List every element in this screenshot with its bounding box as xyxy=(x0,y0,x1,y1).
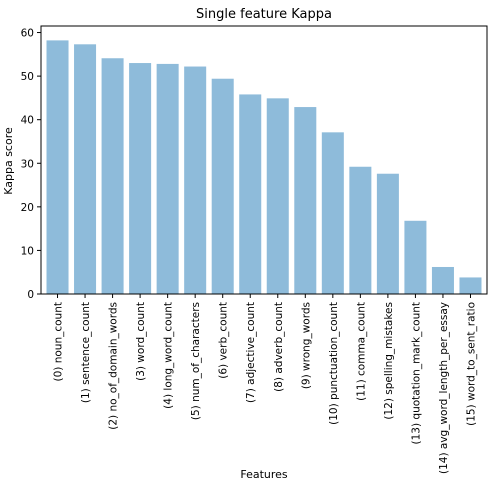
y-axis-label: Kappa score xyxy=(2,127,15,195)
bar-9 xyxy=(294,107,317,294)
x-tick-label-12: (12) spelling_mistakes xyxy=(383,302,395,420)
x-tick-label-2: (2) no_of_domain_words xyxy=(108,302,120,430)
bar-1 xyxy=(74,44,97,294)
y-tick-label-5: 50 xyxy=(21,71,34,83)
x-tick-label-3: (3) word_count xyxy=(135,302,147,381)
y-axis-ticks: 0 10 20 30 40 50 60 xyxy=(21,28,41,301)
bar-0 xyxy=(46,40,69,294)
bars-group xyxy=(46,40,482,294)
plot-frame xyxy=(40,25,488,295)
x-tick-label-8: (8) adverb_count xyxy=(273,302,285,392)
x-tick-label-13: (13) quotation_mark_count xyxy=(410,302,422,444)
x-tick-label-6: (6) verb_count xyxy=(218,302,230,379)
bar-5 xyxy=(184,66,207,294)
bar-14 xyxy=(431,266,454,294)
x-tick-label-15: (15) word_to_sent_ratio xyxy=(465,302,477,426)
y-tick-label-2: 20 xyxy=(21,202,34,214)
bar-6 xyxy=(211,78,234,294)
bar-4 xyxy=(156,63,179,294)
bar-11 xyxy=(349,166,372,294)
y-tick-label-6: 60 xyxy=(21,28,34,40)
bar-8 xyxy=(266,98,289,294)
x-tick-label-9: (9) wrong_words xyxy=(300,302,312,389)
bar-10 xyxy=(321,132,344,294)
bar-3 xyxy=(129,63,152,294)
x-tick-label-10: (10) punctuation_count xyxy=(328,302,340,425)
bar-7 xyxy=(239,94,262,294)
bar-2 xyxy=(101,58,124,294)
x-tick-label-11: (11) comma_count xyxy=(355,302,367,401)
chart-title: Single feature Kappa xyxy=(196,7,332,22)
x-tick-label-1: (1) sentence_count xyxy=(80,302,92,403)
x-tick-label-4: (4) long_word_count xyxy=(163,302,175,409)
x-tick-label-7: (7) adjective_count xyxy=(245,302,257,403)
y-tick-label-3: 30 xyxy=(21,158,34,170)
x-tick-label-0: (0) noun_count xyxy=(53,302,65,381)
x-tick-label-5: (5) num_of_characters xyxy=(190,302,202,420)
x-axis-ticks: (0) noun_count (1) sentence_count (2) no_o… xyxy=(53,294,477,474)
bar-12 xyxy=(376,173,399,294)
y-tick-label-4: 40 xyxy=(21,115,34,127)
y-tick-label-0: 0 xyxy=(27,289,34,301)
x-axis-label: Features xyxy=(240,468,288,481)
bar-13 xyxy=(404,220,427,294)
x-tick-label-14: (14) avg_word_length_per_essay xyxy=(438,302,450,474)
bar-15 xyxy=(459,277,482,294)
y-tick-label-1: 10 xyxy=(21,245,34,257)
